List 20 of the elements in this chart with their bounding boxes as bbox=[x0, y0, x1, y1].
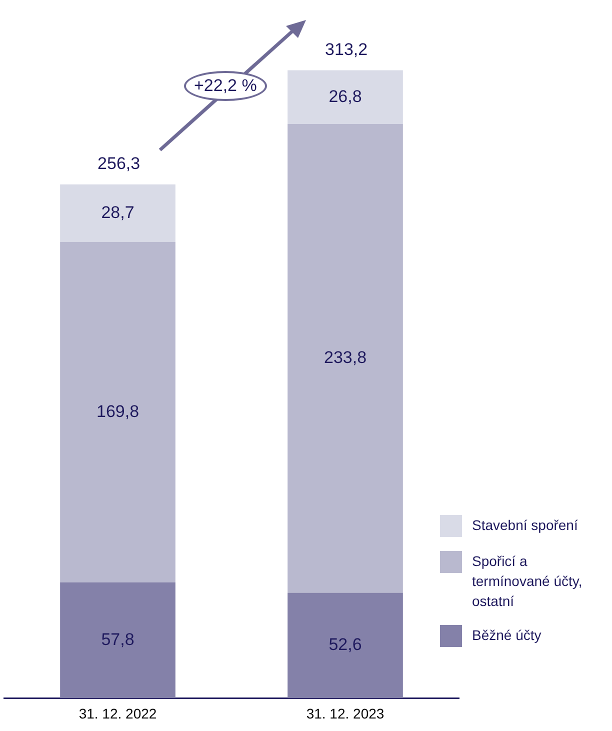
data-label: 169,8 bbox=[96, 402, 140, 421]
bar bbox=[288, 124, 403, 593]
legend-label: Běžné účty bbox=[472, 626, 542, 645]
annotation: +22,2 % bbox=[184, 71, 267, 101]
data-label: 57,8 bbox=[101, 630, 134, 649]
legend-label: Stavební spoření bbox=[472, 516, 578, 535]
data-label: 233,8 bbox=[324, 348, 367, 368]
bar bbox=[288, 592, 403, 698]
bar bbox=[60, 184, 176, 242]
total-label: 313,2 bbox=[325, 40, 368, 59]
bar bbox=[288, 70, 403, 124]
data-label: 52,6 bbox=[328, 635, 362, 654]
data-label: 26,8 bbox=[328, 86, 362, 106]
bar bbox=[60, 242, 176, 582]
total-label: 256,3 bbox=[98, 154, 140, 174]
bar bbox=[60, 582, 176, 698]
data-label: 28,7 bbox=[101, 202, 134, 222]
x-tick-label: 31. 12. 2022 bbox=[78, 705, 157, 722]
legend-label: Spořicí a termínované účty, ostatní bbox=[472, 552, 584, 611]
x-tick-label: 31. 12. 2023 bbox=[306, 705, 384, 722]
